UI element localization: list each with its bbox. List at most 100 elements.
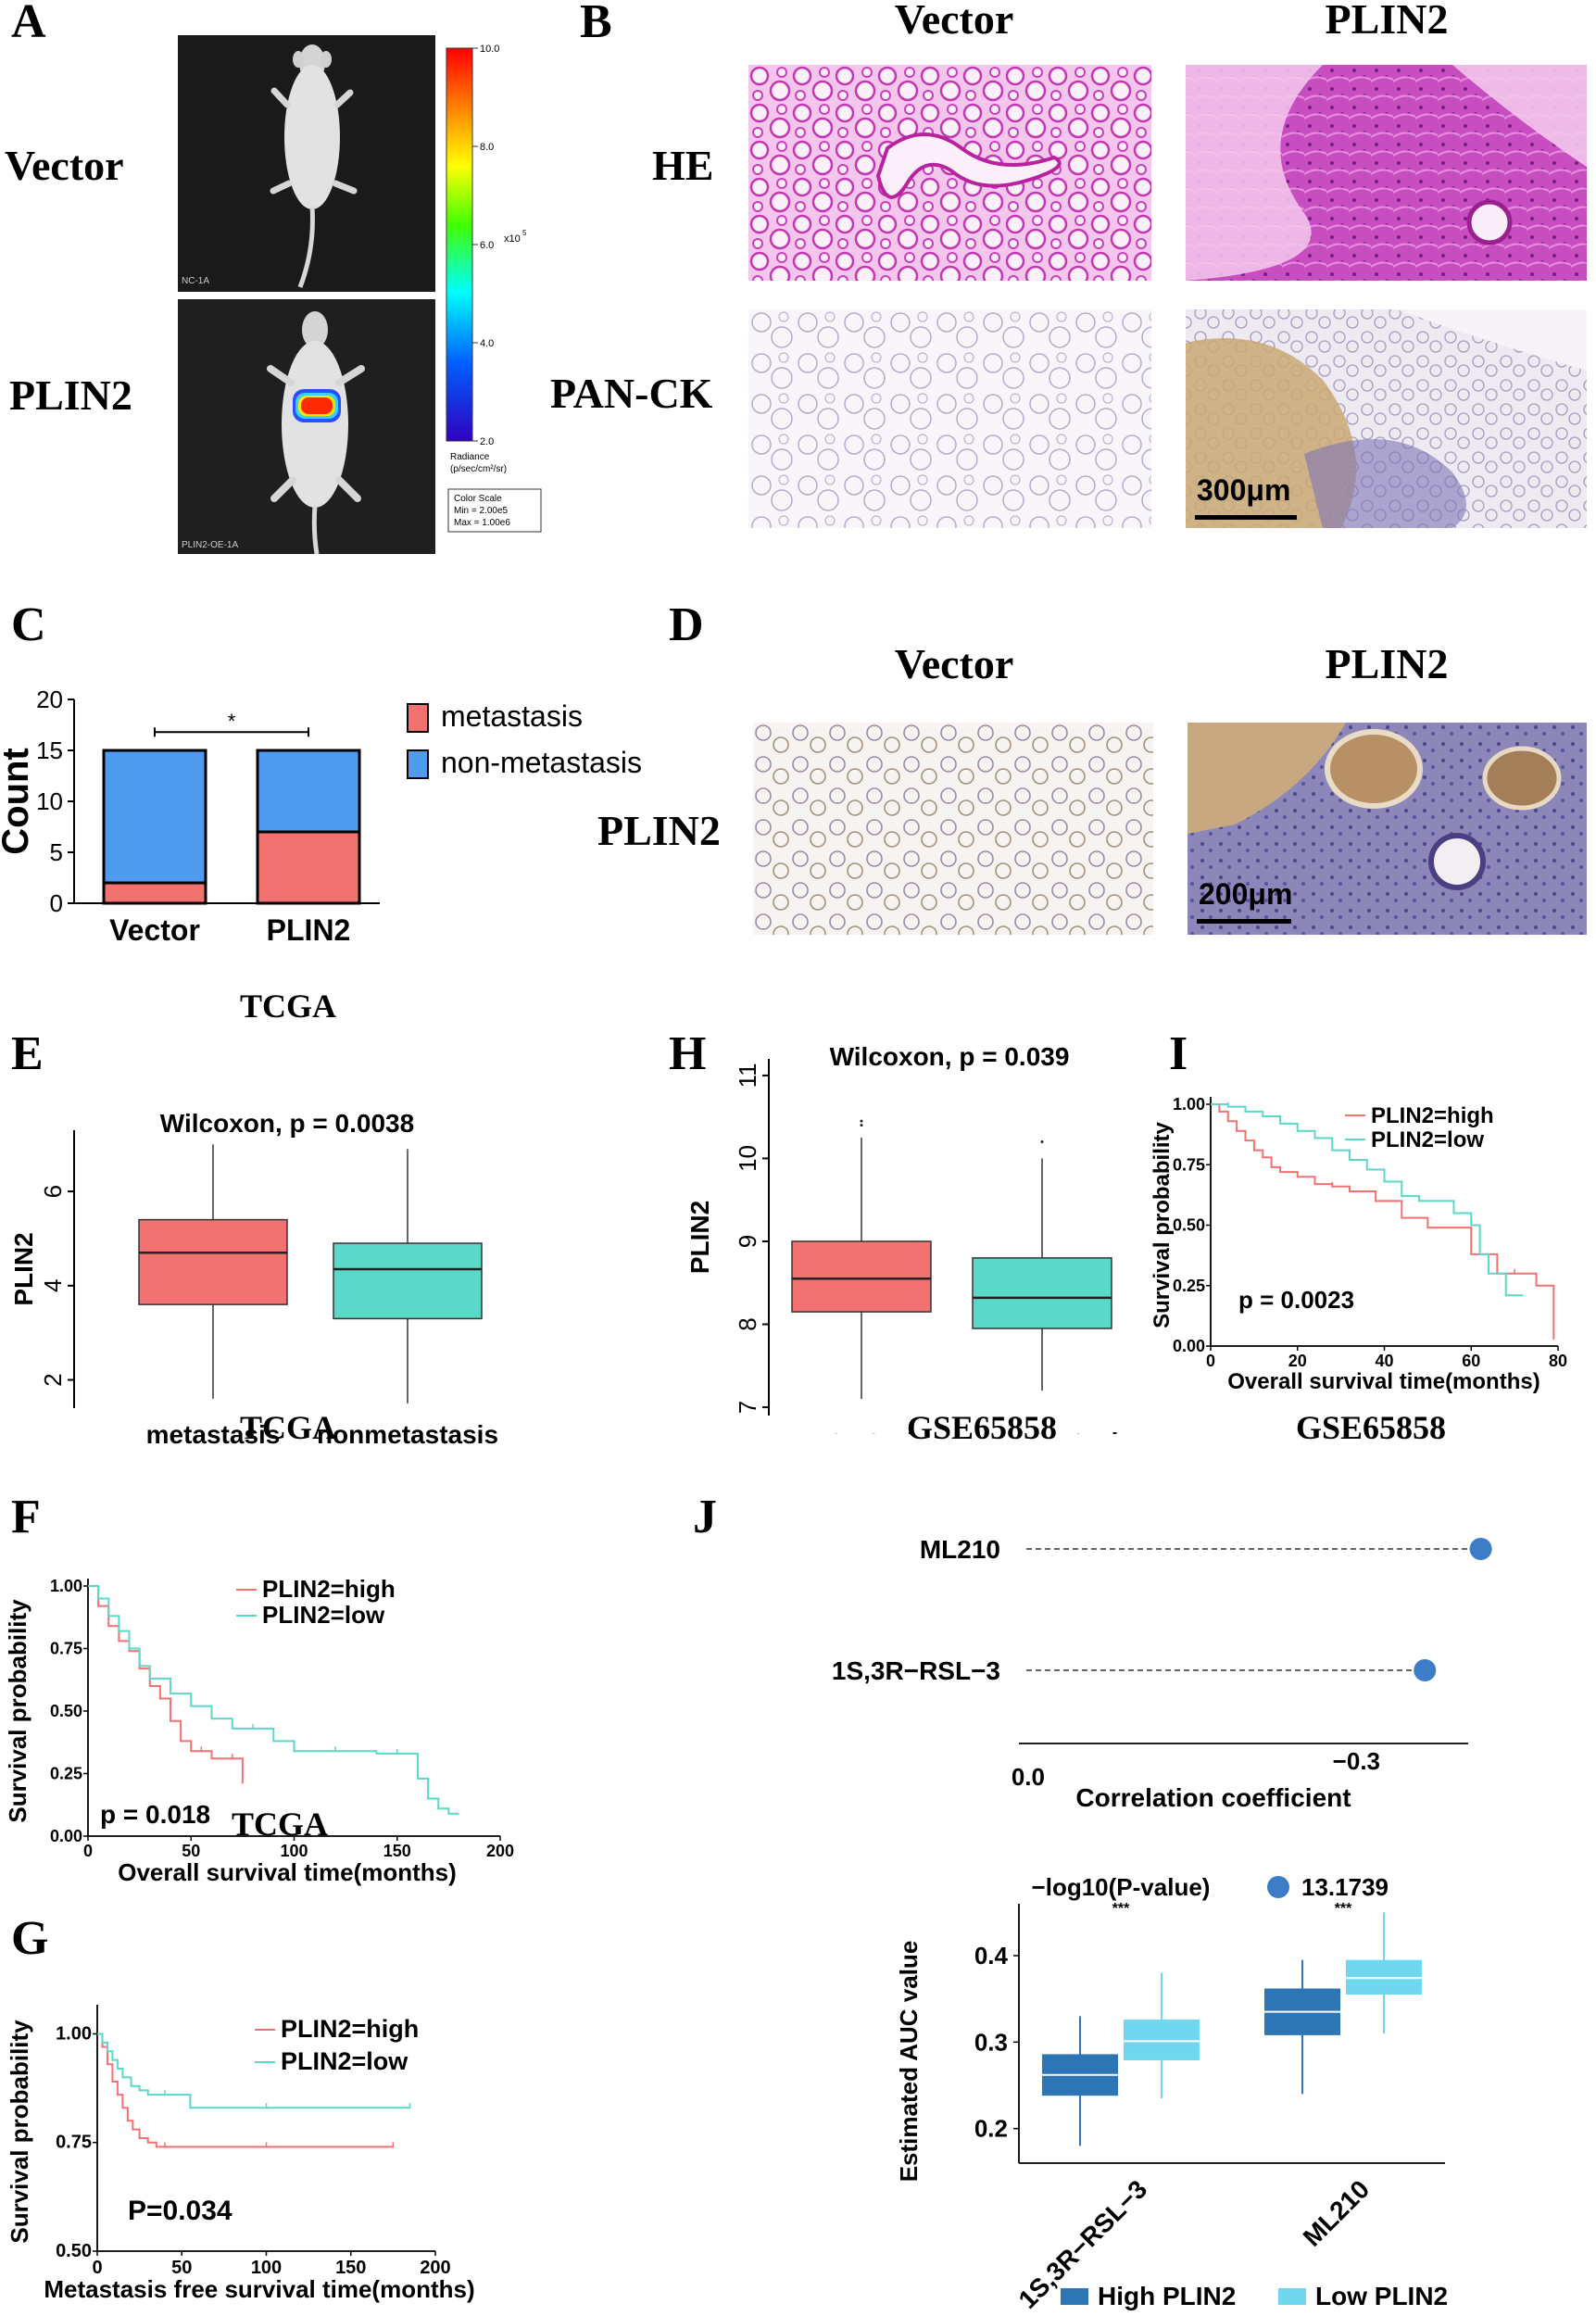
x-tick-label: 0.0 <box>1012 1763 1045 1791</box>
x-tick-label: 0 <box>92 2258 102 2278</box>
y-tick-label: 4 <box>39 1279 67 1292</box>
x-tick-label: 100 <box>251 2258 282 2278</box>
y-tick-label: 0.75 <box>1173 1155 1205 1174</box>
y-tick-label: 0.00 <box>50 1827 82 1845</box>
legend-label: PLIN2=low <box>281 2047 408 2075</box>
p-value: P=0.034 <box>128 2196 232 2226</box>
p-value: p = 0.018 <box>100 1800 210 1829</box>
x-tick-label: metastasis <box>146 1420 281 1449</box>
chart-f: 0.00 0.25 0.50 0.75 1.00 0 50 100 150 200 Overall … <box>4 1575 514 1886</box>
outlier <box>860 1124 863 1127</box>
scale-bar-300 <box>1195 515 1297 520</box>
box <box>333 1242 483 1320</box>
chart-h: 7 8 9 10 11 PLIN2 Wilcoxon, p = 0.039 metastasi… <box>685 1042 1133 1434</box>
bar-segment <box>256 749 361 834</box>
legend-label: PLIN2=high <box>281 2015 419 2043</box>
bar-segment <box>102 749 207 885</box>
y-tick-label: 0.75 <box>50 1640 82 1658</box>
km-curve <box>88 1585 459 1815</box>
lollipop-dot <box>1414 1659 1437 1681</box>
y-axis-label: PLIN2 <box>9 1232 38 1305</box>
col-label-vector: Vector <box>894 0 1014 43</box>
row-label-plin2-d: PLIN2 <box>597 807 721 854</box>
box <box>972 1257 1112 1329</box>
he-vector-image <box>748 65 1151 281</box>
bioluminescence-signal <box>293 389 341 422</box>
x-tick-label: 50 <box>182 1842 200 1860</box>
x-tick-label: 0 <box>1206 1352 1215 1370</box>
legend-label: PLIN2=low <box>1371 1127 1484 1152</box>
colorbar: 10.0 8.0 6.0 4.0 2.0 x10 5 Radiance (p/sec/c… <box>446 44 542 533</box>
colorbar-units: (p/sec/cm²/sr) <box>450 464 507 474</box>
dataset-label-f: TCGA <box>232 1806 329 1843</box>
pan-ck-vector-image <box>748 309 1151 528</box>
y-tick-label: 0.50 <box>1173 1216 1205 1235</box>
histology-images-b: 300μm <box>748 65 1587 528</box>
legend-label: non-metastasis <box>441 746 642 779</box>
panel-letter-g: G <box>11 1912 49 1965</box>
panel-letter-a: A <box>11 0 46 48</box>
image-tag-top: NC-1A <box>182 276 209 286</box>
y-tick-label: 20 <box>36 686 63 713</box>
legend-value: 13.1739 <box>1301 1873 1389 1901</box>
x-axis-label: Metastasis free survival time(months) <box>44 2275 474 2303</box>
x-axis-label: Overall survival time(months) <box>118 1858 457 1886</box>
chart-j-lollipop: ML210 1S,3R−RSL−3 0.0 −0.3 Correlation coeff… <box>832 1535 1492 1812</box>
col-label-plin2: PLIN2 <box>1325 0 1449 43</box>
x-tick-label: 50 <box>171 2258 192 2278</box>
y-tick-label: 2 <box>39 1373 67 1386</box>
x-tick-label: 0 <box>83 1842 93 1860</box>
image-tag-bottom: PLIN2-OE-1A <box>182 540 238 550</box>
legend-swatch <box>1278 2288 1306 2305</box>
legend-label: PLIN2=low <box>262 1601 385 1629</box>
bar-segment <box>256 830 361 905</box>
y-tick-label: 0.50 <box>50 1702 82 1720</box>
legend-label: PLIN2=high <box>1371 1103 1494 1128</box>
y-tick-label: 0.00 <box>1173 1337 1205 1355</box>
y-tick-label: 0 <box>50 889 63 917</box>
colorbar-units: Radiance <box>450 452 490 462</box>
y-tick-label: 10 <box>734 1145 761 1172</box>
y-tick-label: 10 <box>36 787 63 815</box>
x-tick-label: 150 <box>335 2258 366 2278</box>
color-scale-min: Min = 2.00e5 <box>454 506 509 516</box>
chart-i: 0.00 0.25 0.50 0.75 1.00 0 20 40 60 80 Overall sur… <box>1150 1095 1567 1394</box>
outlier <box>860 1119 863 1123</box>
outlier <box>1040 1140 1044 1144</box>
panel-letter-d: D <box>669 598 704 651</box>
y-tick-label: 11 <box>734 1063 761 1088</box>
colorbar-exponent: x10 <box>504 233 521 245</box>
histology-images-d: 200μm <box>753 723 1587 935</box>
category-label: ML210 <box>920 1535 1000 1564</box>
x-tick-label: Vector <box>109 913 200 947</box>
p-value: p = 0.0023 <box>1238 1286 1354 1314</box>
x-tick-label: ML210 <box>1298 2174 1376 2252</box>
panel-letter-j: J <box>693 1491 717 1543</box>
mouse-silhouette <box>270 44 358 288</box>
colorbar-exponent-sup: 5 <box>522 229 527 237</box>
panel-letter-f: F <box>11 1491 41 1543</box>
chart-e: 2 4 6 PLIN2 Wilcoxon, p = 0.0038 metastasis no… <box>9 1109 498 1449</box>
dataset-label-h: GSE65858 <box>906 1409 1058 1446</box>
sig-stars: *** <box>1112 1901 1130 1917</box>
legend-swatch <box>407 703 429 733</box>
col-label-plin2-d: PLIN2 <box>1325 640 1449 687</box>
color-scale-title: Color Scale <box>454 494 502 504</box>
lollipop-dot <box>1469 1538 1492 1560</box>
y-tick-label: 5 <box>50 838 63 866</box>
box <box>791 1240 932 1313</box>
x-tick-label: 20 <box>1288 1352 1307 1370</box>
panel-letter-b: B <box>580 0 612 48</box>
x-tick-label: 150 <box>383 1842 411 1860</box>
legend-label: Low PLIN2 <box>1315 2282 1448 2310</box>
row-label-he: HE <box>652 142 714 189</box>
color-scale-box <box>447 488 542 533</box>
x-tick-label: metastasis <box>795 1428 929 1434</box>
color-scale-max: Max = 1.00e6 <box>454 518 510 528</box>
x-tick-label: 80 <box>1549 1352 1567 1370</box>
chart-title: Wilcoxon, p = 0.039 <box>830 1042 1070 1071</box>
panel-letter-e: E <box>11 1027 44 1080</box>
y-axis-label: Count <box>0 748 36 855</box>
y-tick-label: 1.00 <box>56 2023 92 2044</box>
